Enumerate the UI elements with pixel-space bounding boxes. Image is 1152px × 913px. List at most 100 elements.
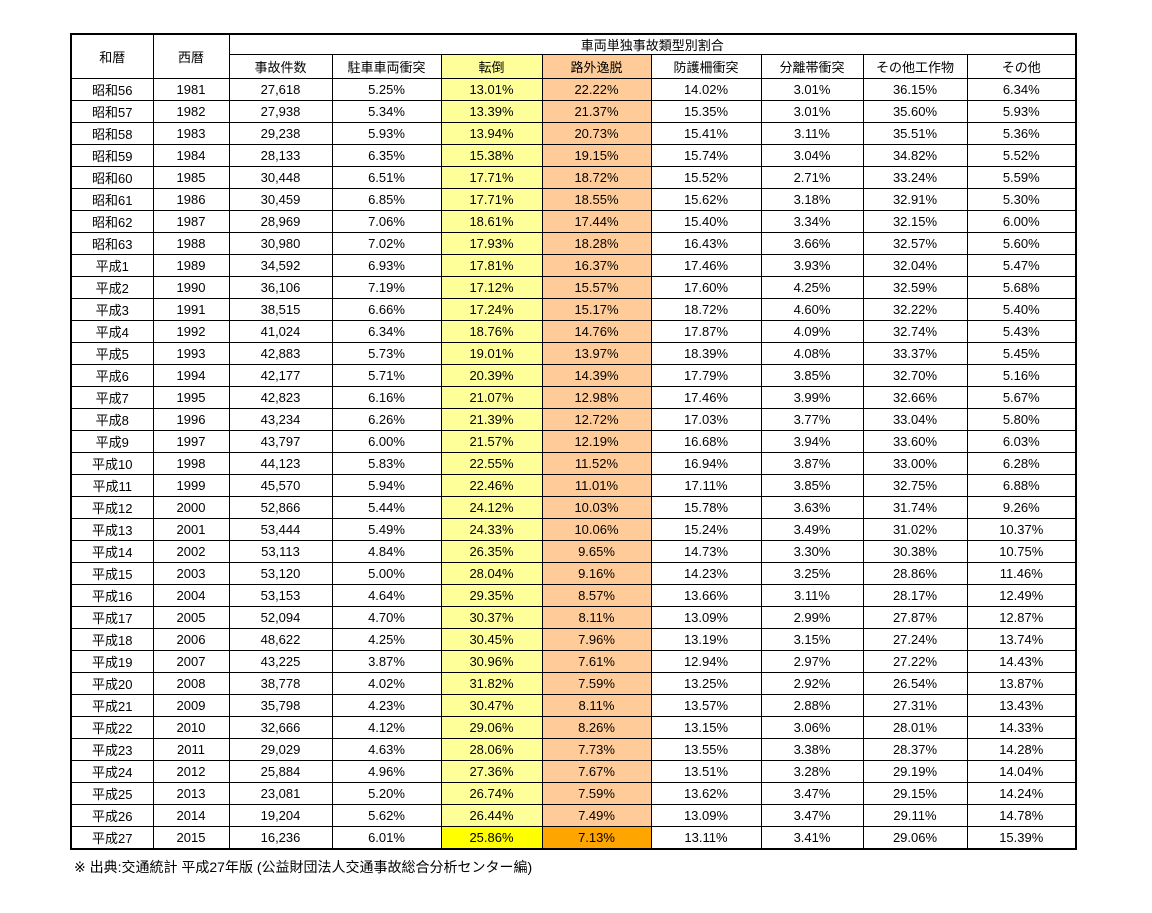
source-note: ※ 出典:交通統計 平成27年版 (公益財団法人交通事故総合分析センター編) xyxy=(74,859,533,875)
cell-parked-vehicle-collision: 5.73% xyxy=(331,342,442,365)
cell-road-departure: 16.37% xyxy=(541,254,652,277)
cell-wareki: 平成9 xyxy=(70,430,154,453)
cell-other-structures: 26.54% xyxy=(862,672,968,695)
cell-other: 10.75% xyxy=(966,540,1077,563)
cell-parked-vehicle-collision: 5.49% xyxy=(331,518,442,541)
cell-parked-vehicle-collision: 6.26% xyxy=(331,408,442,431)
cell-median-collision: 2.71% xyxy=(760,166,864,189)
cell-wareki: 昭和60 xyxy=(70,166,154,189)
table-row: 平成10 1998 44,123 5.83% 22.55% 11.52% 16.94% 3.8… xyxy=(70,452,1077,475)
table-row: 平成3 1991 38,515 6.66% 17.24% 15.17% 18.72% 4.60… xyxy=(70,298,1077,321)
cell-seireki: 2008 xyxy=(152,672,230,695)
table-row: 平成24 2012 25,884 4.96% 27.36% 7.67% 13.51% 3.28… xyxy=(70,760,1077,783)
cell-wareki: 平成11 xyxy=(70,474,154,497)
cell-median-collision: 3.41% xyxy=(760,826,864,850)
cell-other: 5.68% xyxy=(966,276,1077,299)
cell-seireki: 1985 xyxy=(152,166,230,189)
cell-road-departure: 12.98% xyxy=(541,386,652,409)
cell-accident-count: 53,153 xyxy=(228,584,333,607)
cell-median-collision: 3.93% xyxy=(760,254,864,277)
cell-road-departure: 7.59% xyxy=(541,782,652,805)
cell-road-departure: 8.57% xyxy=(541,584,652,607)
cell-median-collision: 4.25% xyxy=(760,276,864,299)
cell-seireki: 2005 xyxy=(152,606,230,629)
cell-wareki: 昭和63 xyxy=(70,232,154,255)
cell-parked-vehicle-collision: 7.06% xyxy=(331,210,442,233)
cell-other-structures: 28.17% xyxy=(862,584,968,607)
cell-other-structures: 32.04% xyxy=(862,254,968,277)
cell-road-departure: 8.26% xyxy=(541,716,652,739)
cell-seireki: 1981 xyxy=(152,78,230,101)
cell-other-structures: 28.37% xyxy=(862,738,968,761)
cell-accident-count: 53,113 xyxy=(228,540,333,563)
cell-wareki: 平成25 xyxy=(70,782,154,805)
cell-parked-vehicle-collision: 6.85% xyxy=(331,188,442,211)
cell-seireki: 1983 xyxy=(152,122,230,145)
cell-other-structures: 29.19% xyxy=(862,760,968,783)
cell-accident-count: 43,797 xyxy=(228,430,333,453)
cell-parked-vehicle-collision: 5.62% xyxy=(331,804,442,827)
cell-parked-vehicle-collision: 4.64% xyxy=(331,584,442,607)
cell-road-departure: 22.22% xyxy=(541,78,652,101)
column-header-row: 事故件数 駐車車両衝突 転倒 路外逸脱 防護柵衝突 分離帯衝突 その他工作物 そ… xyxy=(71,54,1077,79)
cell-accident-count: 28,969 xyxy=(228,210,333,233)
cell-seireki: 1990 xyxy=(152,276,230,299)
cell-accident-count: 30,448 xyxy=(228,166,333,189)
cell-accident-count: 29,029 xyxy=(228,738,333,761)
cell-road-departure: 19.15% xyxy=(541,144,652,167)
cell-overturn: 17.24% xyxy=(440,298,543,321)
cell-overturn: 26.74% xyxy=(440,782,543,805)
cell-overturn: 29.06% xyxy=(440,716,543,739)
cell-other: 6.00% xyxy=(966,210,1077,233)
cell-road-departure: 7.59% xyxy=(541,672,652,695)
cell-parked-vehicle-collision: 5.93% xyxy=(331,122,442,145)
cell-seireki: 2006 xyxy=(152,628,230,651)
cell-parked-vehicle-collision: 7.02% xyxy=(331,232,442,255)
cell-median-collision: 3.28% xyxy=(760,760,864,783)
cell-other: 6.28% xyxy=(966,452,1077,475)
col-header-road-departure: 路外逸脱 xyxy=(541,54,652,79)
cell-seireki: 1996 xyxy=(152,408,230,431)
cell-seireki: 1987 xyxy=(152,210,230,233)
cell-parked-vehicle-collision: 4.96% xyxy=(331,760,442,783)
cell-accident-count: 53,120 xyxy=(228,562,333,585)
cell-guardrail-collision: 13.55% xyxy=(650,738,762,761)
cell-road-departure: 10.06% xyxy=(541,518,652,541)
cell-road-departure: 11.01% xyxy=(541,474,652,497)
cell-road-departure: 11.52% xyxy=(541,452,652,475)
cell-road-departure: 8.11% xyxy=(541,606,652,629)
cell-other: 12.49% xyxy=(966,584,1077,607)
cell-guardrail-collision: 17.46% xyxy=(650,254,762,277)
cell-overturn: 19.01% xyxy=(440,342,543,365)
cell-other: 14.24% xyxy=(966,782,1077,805)
cell-road-departure: 18.55% xyxy=(541,188,652,211)
table-row: 平成2 1990 36,106 7.19% 17.12% 15.57% 17.60% 4.25… xyxy=(70,276,1077,299)
cell-seireki: 2012 xyxy=(152,760,230,783)
cell-median-collision: 3.11% xyxy=(760,584,864,607)
cell-wareki: 平成8 xyxy=(70,408,154,431)
cell-road-departure: 14.76% xyxy=(541,320,652,343)
cell-median-collision: 3.66% xyxy=(760,232,864,255)
cell-accident-count: 19,204 xyxy=(228,804,333,827)
cell-overturn: 13.01% xyxy=(440,78,543,101)
table-row: 平成23 2011 29,029 4.63% 28.06% 7.73% 13.55% 3.38… xyxy=(70,738,1077,761)
cell-guardrail-collision: 13.15% xyxy=(650,716,762,739)
table-row: 平成15 2003 53,120 5.00% 28.04% 9.16% 14.23% 3.25… xyxy=(70,562,1077,585)
cell-other: 6.34% xyxy=(966,78,1077,101)
table-row: 昭和56 1981 27,618 5.25% 13.01% 22.22% 14.02% 3.0… xyxy=(70,78,1077,101)
cell-overturn: 22.46% xyxy=(440,474,543,497)
cell-median-collision: 4.08% xyxy=(760,342,864,365)
col-header-guardrail-collision: 防護柵衝突 xyxy=(650,54,762,79)
table-row: 平成4 1992 41,024 6.34% 18.76% 14.76% 17.87% 4.09… xyxy=(70,320,1077,343)
cell-overturn: 31.82% xyxy=(440,672,543,695)
cell-other-structures: 28.86% xyxy=(862,562,968,585)
cell-road-departure: 17.44% xyxy=(541,210,652,233)
cell-overturn: 29.35% xyxy=(440,584,543,607)
cell-wareki: 平成13 xyxy=(70,518,154,541)
cell-other: 5.80% xyxy=(966,408,1077,431)
cell-seireki: 1993 xyxy=(152,342,230,365)
cell-median-collision: 3.49% xyxy=(760,518,864,541)
cell-other: 14.33% xyxy=(966,716,1077,739)
cell-other: 5.60% xyxy=(966,232,1077,255)
cell-median-collision: 2.97% xyxy=(760,650,864,673)
